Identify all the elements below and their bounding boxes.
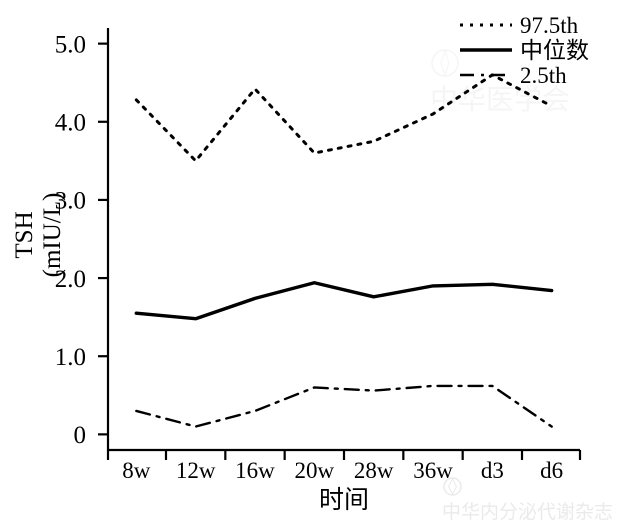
x-tick-label: 16w	[235, 458, 275, 483]
x-tick-label: 20w	[295, 458, 335, 483]
y-tick-label: 4.0	[55, 110, 86, 137]
y-tick-label: 5.0	[55, 31, 86, 58]
y-tick-label: 0	[74, 422, 87, 449]
series-median	[136, 283, 551, 319]
y-axis-label: TSH(mIU/L)	[11, 193, 66, 278]
x-axis-label: 时间	[319, 486, 369, 514]
x-tick-label: d3	[481, 458, 504, 483]
tsh-line-chart: 01.02.03.04.05.08w12w16w20w28w36wd3d6时间T…	[0, 0, 640, 518]
svg-text:TSH: TSH	[11, 211, 38, 258]
chart-svg: 01.02.03.04.05.08w12w16w20w28w36wd3d6时间T…	[0, 0, 640, 518]
x-tick-label: 12w	[176, 458, 216, 483]
y-tick-label: 1.0	[55, 344, 86, 371]
x-tick-label: 36w	[413, 458, 453, 483]
legend-label-median: 中位数	[520, 38, 589, 63]
legend-label-p025: 2.5th	[520, 63, 567, 88]
x-tick-label: d6	[540, 458, 563, 483]
series-p975	[136, 75, 551, 161]
svg-text:(mIU/L): (mIU/L)	[39, 193, 66, 278]
legend-label-p975: 97.5th	[520, 13, 579, 38]
x-tick-label: 28w	[354, 458, 394, 483]
series-p025	[136, 386, 551, 427]
x-tick-label: 8w	[122, 458, 151, 483]
